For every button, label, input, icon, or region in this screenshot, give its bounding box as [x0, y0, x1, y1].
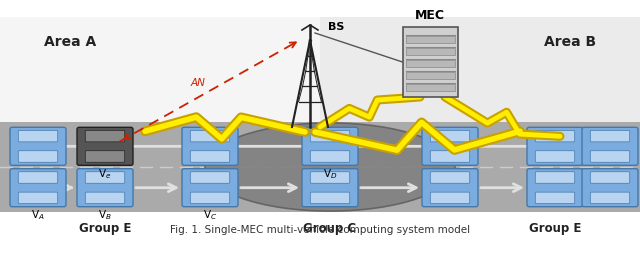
FancyBboxPatch shape — [590, 172, 630, 183]
Text: Group C: Group C — [303, 222, 356, 235]
FancyBboxPatch shape — [10, 127, 66, 165]
FancyBboxPatch shape — [19, 130, 58, 142]
Text: Group E: Group E — [529, 222, 581, 235]
FancyBboxPatch shape — [527, 127, 583, 165]
FancyBboxPatch shape — [535, 172, 575, 183]
Text: Group E: Group E — [79, 222, 131, 235]
Ellipse shape — [205, 123, 455, 211]
FancyBboxPatch shape — [535, 192, 575, 204]
Text: V$_e$: V$_e$ — [99, 167, 111, 181]
FancyBboxPatch shape — [430, 130, 470, 142]
FancyBboxPatch shape — [10, 169, 66, 207]
FancyBboxPatch shape — [582, 127, 638, 165]
FancyBboxPatch shape — [527, 169, 583, 207]
FancyBboxPatch shape — [430, 172, 470, 183]
Text: Area A: Area A — [44, 35, 96, 49]
FancyBboxPatch shape — [77, 127, 133, 165]
FancyBboxPatch shape — [182, 169, 238, 207]
FancyBboxPatch shape — [302, 169, 358, 207]
Text: Fig. 1. Single-MEC multi-vehicle computing system model: Fig. 1. Single-MEC multi-vehicle computi… — [170, 225, 470, 235]
FancyBboxPatch shape — [19, 172, 58, 183]
FancyBboxPatch shape — [85, 130, 125, 142]
FancyBboxPatch shape — [190, 130, 230, 142]
Text: V$_D$: V$_D$ — [323, 167, 337, 181]
FancyBboxPatch shape — [302, 127, 358, 165]
Bar — [406, 60, 454, 67]
Bar — [406, 36, 454, 43]
Text: BS: BS — [328, 22, 344, 32]
Text: MEC: MEC — [415, 9, 445, 22]
FancyBboxPatch shape — [182, 127, 238, 165]
FancyBboxPatch shape — [85, 192, 125, 204]
Text: V$_C$: V$_C$ — [203, 209, 217, 223]
Bar — [320, 17, 640, 211]
Bar — [406, 84, 454, 91]
FancyBboxPatch shape — [85, 151, 125, 162]
FancyBboxPatch shape — [590, 192, 630, 204]
FancyBboxPatch shape — [77, 169, 133, 207]
Text: V$_A$: V$_A$ — [31, 209, 45, 223]
FancyBboxPatch shape — [403, 27, 458, 97]
Text: Area B: Area B — [544, 35, 596, 49]
Bar — [406, 72, 454, 79]
Text: AN: AN — [191, 78, 205, 88]
Bar — [0, 122, 640, 212]
FancyBboxPatch shape — [430, 192, 470, 204]
FancyBboxPatch shape — [310, 130, 349, 142]
FancyBboxPatch shape — [590, 130, 630, 142]
FancyBboxPatch shape — [85, 172, 125, 183]
Bar — [406, 48, 454, 55]
Text: V$_B$: V$_B$ — [98, 209, 112, 223]
FancyBboxPatch shape — [190, 172, 230, 183]
FancyBboxPatch shape — [590, 151, 630, 162]
FancyBboxPatch shape — [535, 130, 575, 142]
FancyBboxPatch shape — [535, 151, 575, 162]
FancyBboxPatch shape — [422, 169, 478, 207]
FancyBboxPatch shape — [19, 192, 58, 204]
FancyBboxPatch shape — [310, 151, 349, 162]
FancyBboxPatch shape — [310, 172, 349, 183]
Bar — [0, 17, 320, 211]
FancyBboxPatch shape — [190, 151, 230, 162]
FancyBboxPatch shape — [430, 151, 470, 162]
FancyBboxPatch shape — [422, 127, 478, 165]
FancyBboxPatch shape — [19, 151, 58, 162]
FancyBboxPatch shape — [310, 192, 349, 204]
FancyBboxPatch shape — [582, 169, 638, 207]
FancyBboxPatch shape — [190, 192, 230, 204]
